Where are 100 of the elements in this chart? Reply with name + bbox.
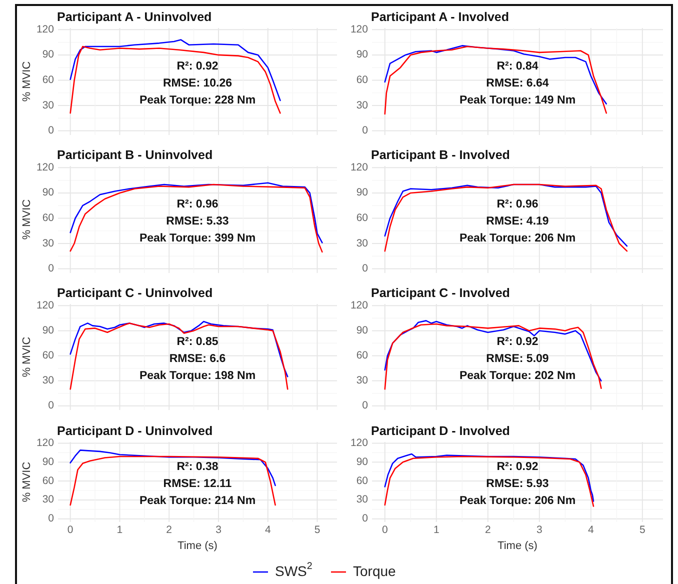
x-tick-label: 1	[433, 524, 440, 536]
y-tick-label: 90	[42, 324, 54, 336]
y-tick-label: 30	[42, 494, 54, 506]
y-tick-label: 90	[356, 456, 368, 468]
annotation: RMSE: 6.64	[486, 78, 550, 90]
annotation: R²: 0.84	[496, 60, 539, 73]
x-tick-label: 4	[264, 524, 271, 536]
annotation: R²: 0.96	[176, 198, 218, 211]
annotation: R²: 0.96	[496, 198, 538, 211]
line-series	[70, 184, 323, 253]
y-tick-label: 0	[48, 512, 54, 525]
y-tick-label: 0	[362, 400, 368, 412]
x-tick-label: 2	[166, 524, 172, 536]
chart-title: Participant D - Involved	[371, 424, 510, 438]
y-tick-label: 30	[42, 99, 54, 112]
y-axis-title: % MVIC	[21, 336, 33, 378]
chart-title: Participant C - Uninvolved	[57, 286, 213, 300]
y-tick-label: 30	[356, 99, 368, 112]
y-tick-label: 90	[356, 48, 368, 61]
line-series	[384, 45, 607, 104]
x-tick-label: 3	[536, 524, 542, 536]
x-tick-label: 4	[588, 524, 594, 536]
y-tick-label: 120	[350, 437, 368, 450]
annotation: Peak Torque: 206 Nm	[459, 495, 576, 508]
line-series	[70, 456, 276, 506]
legend-label: SWS$^{2}$	[275, 561, 312, 579]
y-tick-label: 60	[42, 212, 54, 224]
y-tick-label: 90	[42, 456, 54, 468]
y-axis-title: % MVIC	[21, 61, 33, 102]
y-axis-title: % MVIC	[21, 462, 33, 502]
x-tick-label: 0	[67, 524, 74, 536]
line-series	[70, 182, 323, 244]
x-tick-label: 2	[484, 524, 491, 536]
y-tick-label: 60	[42, 74, 54, 86]
y-axis-title: % MVIC	[21, 199, 33, 240]
annotation: Peak Torque: 149 Nm	[459, 94, 576, 107]
annotation: R²: 0.92	[496, 336, 538, 348]
y-tick-label: 0	[48, 262, 54, 275]
y-tick-label: 0	[362, 124, 368, 137]
y-tick-label: 60	[356, 350, 368, 362]
chart-title: Participant A - Involved	[371, 10, 509, 24]
y-tick-label: 60	[356, 474, 368, 487]
annotation: RMSE: 10.26	[162, 78, 232, 90]
x-tick-label: 5	[639, 524, 646, 536]
annotation: R²: 0.92	[496, 461, 538, 474]
y-tick-label: 0	[362, 512, 368, 525]
line-series	[384, 46, 607, 115]
y-tick-label: 0	[48, 124, 54, 137]
x-tick-label: 3	[216, 524, 222, 536]
annotation: RMSE: 5.09	[486, 353, 549, 366]
y-tick-label: 120	[36, 161, 54, 174]
y-tick-label: 60	[42, 474, 54, 487]
annotation: R²: 0.92	[176, 60, 218, 73]
y-tick-label: 0	[48, 400, 54, 412]
annotation: Peak Torque: 198 Nm	[139, 370, 256, 382]
y-tick-label: 60	[356, 74, 368, 86]
annotation: RMSE: 12.11	[163, 478, 232, 490]
annotation: RMSE: 5.93	[486, 478, 549, 490]
line-series	[70, 46, 281, 114]
annotation: R²: 0.38	[176, 461, 219, 474]
y-tick-label: 90	[356, 324, 368, 336]
annotation: R²: 0.85	[176, 336, 219, 348]
y-tick-label: 120	[36, 437, 54, 450]
y-tick-label: 90	[42, 186, 54, 199]
line-series	[384, 323, 602, 390]
x-tick-label: 0	[382, 524, 388, 536]
chart-title: Participant C - Involved	[371, 286, 510, 300]
x-axis-title: Time (s)	[178, 540, 218, 552]
annotation: Peak Torque: 206 Nm	[459, 232, 576, 245]
y-tick-label: 120	[36, 299, 54, 312]
y-tick-label: 120	[350, 23, 368, 36]
annotation: Peak Torque: 399 Nm	[139, 232, 256, 245]
line-series	[70, 322, 288, 390]
y-tick-label: 30	[356, 374, 368, 387]
y-tick-label: 30	[42, 374, 54, 387]
annotation: RMSE: 4.19	[486, 216, 549, 228]
y-tick-label: 120	[350, 161, 368, 174]
y-tick-label: 30	[356, 237, 368, 250]
y-tick-label: 60	[42, 350, 54, 362]
legend-label: Torque	[353, 562, 396, 579]
y-tick-label: 0	[362, 262, 368, 275]
y-tick-label: 90	[356, 186, 368, 199]
y-tick-label: 30	[42, 237, 54, 250]
annotation: Peak Torque: 202 Nm	[459, 370, 576, 382]
line-series	[70, 450, 276, 486]
y-tick-label: 90	[42, 48, 54, 61]
y-tick-label: 120	[350, 299, 368, 312]
annotation: Peak Torque: 228 Nm	[139, 94, 256, 107]
y-tick-label: 30	[356, 494, 368, 506]
x-axis-title: Time (s)	[498, 540, 538, 552]
chart-title: Participant A - Uninvolved	[57, 10, 212, 24]
x-tick-label: 1	[116, 524, 123, 536]
y-tick-label: 120	[36, 23, 54, 36]
chart-title: Participant B - Uninvolved	[57, 148, 213, 162]
x-tick-label: 5	[314, 524, 320, 536]
chart-title: Participant D - Uninvolved	[57, 424, 213, 438]
annotation: RMSE: 5.33	[166, 216, 229, 228]
y-tick-label: 60	[356, 212, 368, 224]
annotation: Peak Torque: 214 Nm	[139, 495, 256, 508]
line-series	[384, 320, 602, 382]
